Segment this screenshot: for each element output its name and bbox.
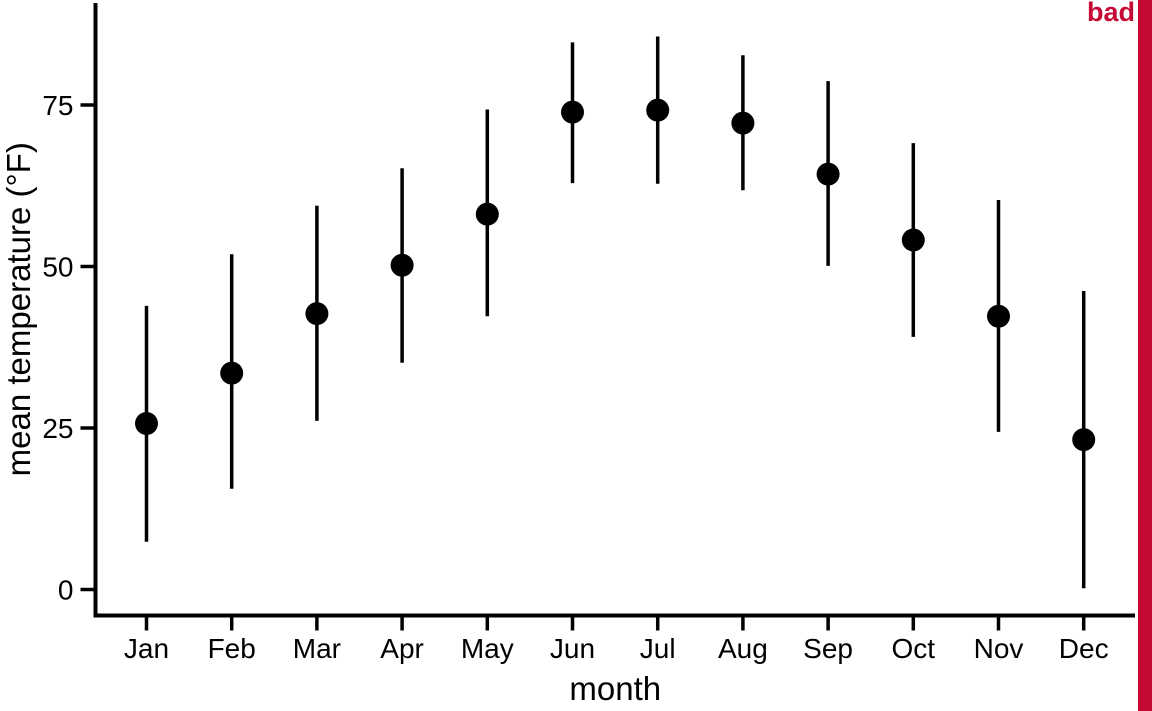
- y-axis-title: mean temperature (°F): [0, 142, 37, 476]
- x-tick-label-jan: Jan: [124, 633, 169, 664]
- data-point-may: [475, 202, 499, 226]
- data-point-dec: [1072, 428, 1096, 452]
- data-point-aug: [731, 111, 755, 135]
- y-tick-label: 50: [42, 252, 73, 283]
- quality-indicator-bar: [1138, 0, 1152, 711]
- quality-stamp-label: bad: [1086, 0, 1135, 27]
- x-tick-label-apr: Apr: [380, 633, 424, 664]
- x-tick-label-jun: Jun: [550, 633, 595, 664]
- x-tick-label-mar: Mar: [293, 633, 341, 664]
- data-point-jun: [561, 100, 584, 124]
- data-point-oct: [901, 228, 925, 252]
- data-point-apr: [390, 253, 414, 277]
- x-tick-label-sep: Sep: [803, 633, 853, 664]
- data-point-nov: [987, 304, 1010, 328]
- y-tick-label: 75: [42, 90, 73, 121]
- x-tick-label-feb: Feb: [208, 633, 256, 664]
- data-point-jul: [646, 98, 670, 122]
- data-point-feb: [220, 361, 244, 385]
- y-tick-label: 25: [42, 413, 73, 444]
- data-point-mar: [305, 302, 329, 326]
- x-axis-title: month: [569, 670, 661, 707]
- data-point-jan: [135, 411, 158, 435]
- x-tick-label-nov: Nov: [974, 633, 1024, 664]
- x-tick-label-jul: Jul: [640, 633, 676, 664]
- x-tick-label-oct: Oct: [892, 633, 936, 664]
- x-tick-label-aug: Aug: [718, 633, 768, 664]
- data-point-sep: [816, 162, 840, 186]
- x-tick-label-dec: Dec: [1059, 633, 1109, 664]
- x-tick-label-may: May: [461, 633, 514, 664]
- y-tick-label: 0: [58, 575, 74, 606]
